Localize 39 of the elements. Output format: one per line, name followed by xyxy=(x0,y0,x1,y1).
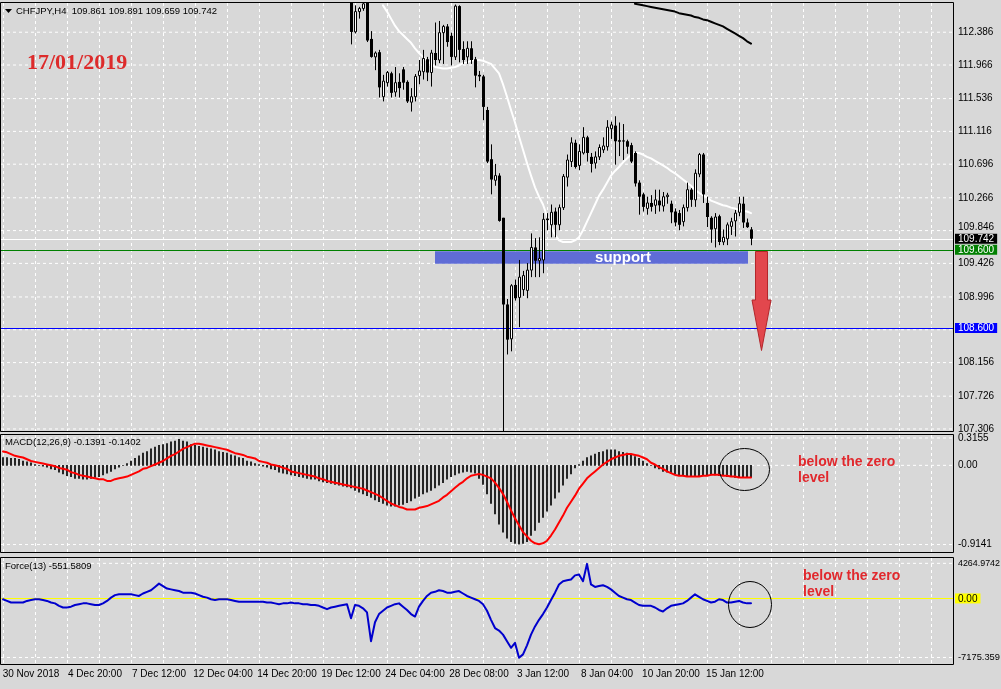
x-tick-label: 8 Jan 04:00 xyxy=(580,667,634,679)
y-tick-label: 111.966 xyxy=(958,58,994,70)
y-tick-label: 108.996 xyxy=(958,290,995,302)
annotation: below the zero level xyxy=(798,452,896,485)
y-tick-label: 111.116 xyxy=(958,125,993,137)
y-tick-label: 107.306 xyxy=(958,422,995,434)
x-tick-label: 15 Jan 12:00 xyxy=(706,667,765,679)
y-tick-label: -7175.359 xyxy=(958,652,1000,663)
y-tick-label: 110.696 xyxy=(958,157,994,169)
x-tick-label: 10 Jan 20:00 xyxy=(642,667,701,679)
x-tick-label: 19 Dec 12:00 xyxy=(321,667,382,679)
y-tick-label: -0.9141 xyxy=(958,538,993,550)
chart-title: Force(13) -551.5809 xyxy=(5,559,92,571)
y-tick-label: 0.3155 xyxy=(958,431,990,443)
x-tick-label: 28 Dec 08:00 xyxy=(449,667,510,679)
band-label: support xyxy=(595,247,651,265)
ref-line-label: 109.600 xyxy=(958,244,995,256)
x-tick-label: 4 Dec 20:00 xyxy=(68,667,123,679)
annotation: below the zero level xyxy=(803,566,901,599)
chart-title: CHFJPY,H4 109.861 109.891 109.659 109.742 xyxy=(16,4,218,16)
x-tick-label: 12 Dec 04:00 xyxy=(193,667,254,679)
y-tick-label: 110.266 xyxy=(958,191,994,203)
x-tick-label: 24 Dec 04:00 xyxy=(385,667,446,679)
y-tick-label: 107.726 xyxy=(958,389,995,401)
chart-title: MACD(12,26,9) -0.1391 -0.1402 xyxy=(5,435,141,447)
y-tick-label: 4264.9742 xyxy=(958,557,1001,568)
ref-line-label: 109.742 xyxy=(958,232,995,244)
y-tick-label: 112.386 xyxy=(958,25,994,37)
x-tick-label: 3 Jan 12:00 xyxy=(516,667,570,679)
y-tick-label: 111.536 xyxy=(958,92,994,104)
y-tick-label: 108.156 xyxy=(958,356,995,368)
y-tick-label: 109.846 xyxy=(958,221,995,233)
x-tick-label: 7 Dec 12:00 xyxy=(132,667,187,679)
annotation: 17/01/2019 xyxy=(27,48,128,74)
x-tick-label: 14 Dec 20:00 xyxy=(257,667,318,679)
y-tick-label: 109.426 xyxy=(958,257,995,269)
y-tick-label: 0.00 xyxy=(958,459,978,471)
ref-line-label: 108.600 xyxy=(958,322,995,334)
x-tick-label: 30 Nov 2018 xyxy=(2,667,60,679)
